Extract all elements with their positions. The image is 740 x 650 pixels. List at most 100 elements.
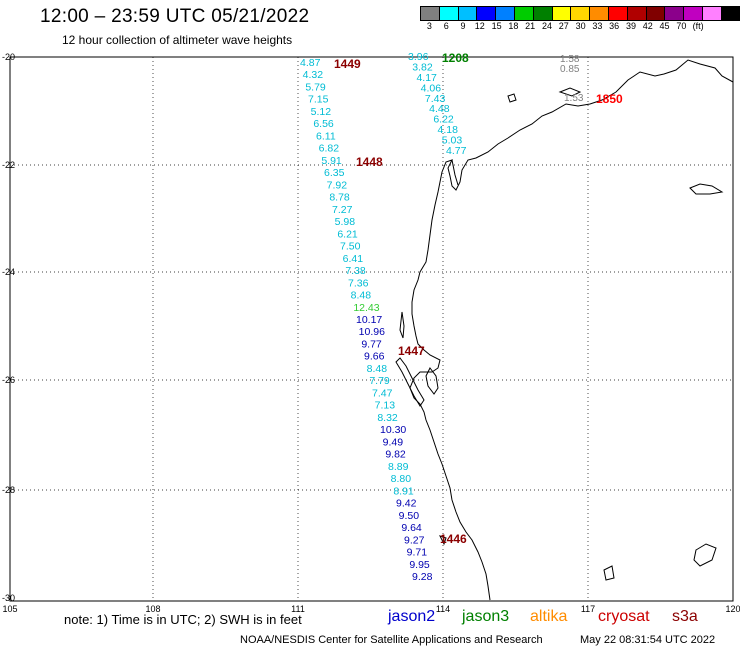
swh-value: 7.27 [332,204,353,216]
swh-value: 0.85 [560,64,580,75]
swh-value: 7.79 [369,375,390,387]
swh-value: 10.17 [356,314,382,326]
lat-label: -22 [2,160,15,170]
lon-label: 105 [2,604,17,614]
island-3 [558,87,582,97]
pass-id-label: 1449 [334,57,361,71]
lat-label: -26 [2,375,15,385]
swh-value: 4.32 [303,69,324,81]
lat-label: -28 [2,485,15,495]
scale-label: 18 [508,21,519,31]
shark-bay-peninsula [395,357,425,407]
footer-timestamp: May 22 08:31:54 UTC 2022 [580,634,716,646]
color-scale-legend [420,6,740,21]
lon-label: 117 [581,604,595,614]
map-title: 12:00 – 23:59 UTC 05/21/2022 [40,6,310,27]
island-6 [439,535,447,546]
pass-id-label: 1208 [442,51,469,65]
swh-value: 6.22 [433,114,454,126]
swh-value: 9.28 [412,571,433,583]
swh-value: 6.82 [319,143,340,155]
scale-label: 39 [625,21,636,31]
swh-value: 5.79 [305,81,326,93]
scale-label: 3 [426,21,432,31]
swh-value: 9.42 [396,498,417,510]
island-1 [507,93,517,103]
swh-value: 1.58 [560,54,580,65]
scale-label: 21 [525,21,536,31]
footer-credit: NOAA/NESDIS Center for Satellite Applica… [240,634,543,646]
satellite-legend-jason3: jason3 [462,608,510,625]
swh-value: 10.30 [380,424,406,436]
swh-value: 7.13 [375,400,396,412]
swh-value: 3.82 [412,61,433,73]
scale-label: 70 [676,21,687,31]
pass-id-label: 1850 [596,92,623,106]
australia-west-coast [409,59,734,601]
satellite-legend-jason2: jason2 [388,608,436,625]
swh-value: 5.91 [321,155,342,167]
scale-label: 24 [541,21,552,31]
scale-label: 9 [460,21,466,31]
island-4 [603,565,615,581]
swh-value: 8.48 [367,363,388,375]
swh-value: 9.82 [385,449,406,461]
swh-value: 9.50 [399,510,420,522]
pass-id-label: 1448 [356,155,383,169]
footer-note: note: 1) Time is in UTC; 2) SWH is in fe… [64,612,302,627]
lon-label: 108 [145,604,160,614]
swh-value: 7.50 [340,241,361,253]
swh-value: 4.17 [416,72,437,84]
shark-bay-inner [425,367,439,395]
swh-value: 7.36 [348,277,369,289]
swh-value: 8.91 [393,485,414,497]
north-west-cape [451,159,459,186]
lat-label: -20 [2,52,15,62]
swh-value: 12.43 [353,302,379,314]
swh-value: 4.18 [438,124,459,136]
island-5 [693,543,717,567]
scale-label: 12 [474,21,485,31]
swh-value: 6.35 [324,167,345,179]
lon-label: 111 [291,604,305,614]
swh-value: 9.64 [401,522,422,534]
swh-value: 8.48 [351,290,372,302]
swh-value: 6.41 [343,253,364,265]
scale-label: (ft) [692,21,704,31]
track-c-values: 1.580.85 1.53 [560,54,584,104]
scale-label: 27 [558,21,569,31]
swh-value: 9.66 [364,351,385,363]
swh-value: 3.96 [408,51,429,63]
pass-id-label: 1447 [398,344,425,358]
lat-label: -30 [2,593,15,603]
swh-value: 8.32 [377,412,398,424]
color-scale-labels: 3 6 9 12 15 18 21 24 27 30 33 36 39 42 45 70 (ft) [421,21,707,31]
swh-value: 1.53 [564,93,584,104]
swh-value: 4.48 [429,103,450,115]
swh-value: 5.12 [311,106,332,118]
satellite-legend-cryosat: cryosat [598,608,650,625]
scale-label: 15 [491,21,502,31]
swh-value: 4.77 [446,145,467,157]
scale-label: 45 [659,21,670,31]
lon-label: 120 [725,604,740,614]
swh-value: 8.78 [329,192,350,204]
swh-value: 7.15 [308,94,329,106]
swh-value: 10.96 [359,326,385,338]
track-a-values: 4.874.325.797.155.126.566.116.825.916.35… [300,57,433,583]
swh-value: 8.80 [391,473,412,485]
island-2 [689,183,724,195]
scale-label: 42 [642,21,653,31]
swh-value: 7.47 [372,387,393,399]
swh-value: 4.06 [421,82,442,94]
satellite-legend-s3a: s3a [672,608,698,625]
swh-value: 7.43 [425,93,446,105]
swh-value: 7.38 [345,265,366,277]
swh-value: 4.87 [300,57,321,69]
coastline [395,59,734,601]
scale-label: 6 [443,21,449,31]
map-subtitle: 12 hour collection of altimeter wave hei… [62,33,293,47]
swh-value: 8.89 [388,461,409,473]
